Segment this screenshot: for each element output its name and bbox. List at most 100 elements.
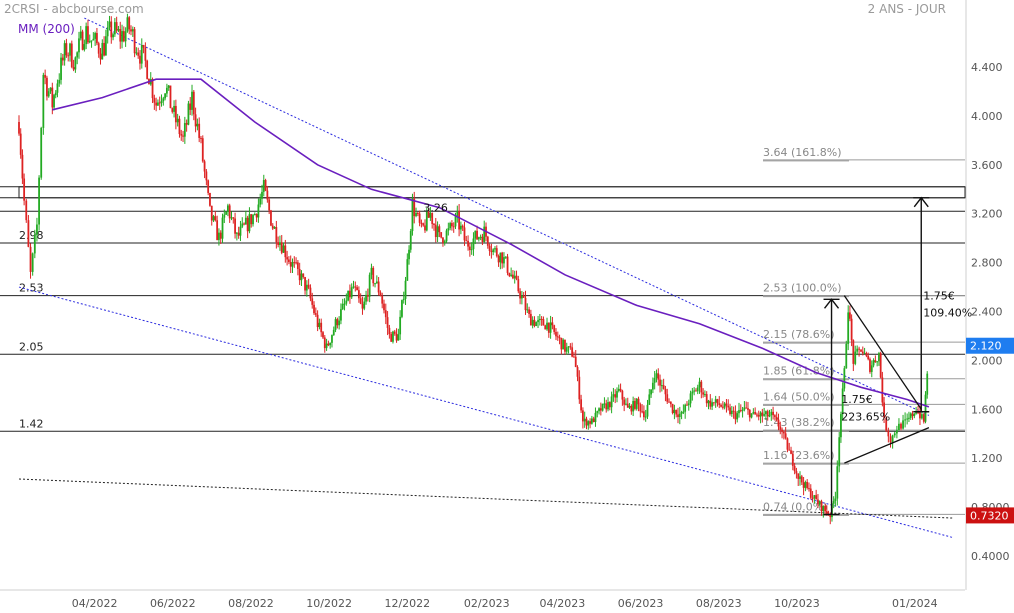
candle-body xyxy=(657,373,660,380)
candle-body xyxy=(815,495,818,500)
candle-body xyxy=(765,411,767,415)
candle-body xyxy=(736,413,739,420)
candle-body xyxy=(366,294,369,297)
x-tick-label: 04/2023 xyxy=(540,597,586,610)
candle-body xyxy=(885,417,888,431)
candle-body xyxy=(617,388,620,392)
y-tick-label: 4.400 xyxy=(971,61,1003,74)
last-price-badge xyxy=(966,337,1014,354)
candle-body xyxy=(309,287,312,299)
candle-body xyxy=(210,205,213,221)
candle-body xyxy=(140,45,143,64)
candle-body xyxy=(40,127,43,178)
candle-body xyxy=(687,403,690,406)
candle-body xyxy=(900,423,902,429)
candle-body xyxy=(338,320,341,326)
candle-body xyxy=(440,232,443,238)
candle-body xyxy=(234,218,236,234)
candle-body xyxy=(53,95,55,108)
candle-body xyxy=(808,488,810,490)
candle-body xyxy=(682,411,685,413)
candle-body xyxy=(164,93,167,99)
candle-body xyxy=(183,123,186,137)
candle-body xyxy=(596,411,599,413)
candle-body xyxy=(266,190,269,200)
candle-body xyxy=(669,401,672,405)
candle-body xyxy=(832,500,835,504)
candle-body xyxy=(836,466,839,499)
candle-body xyxy=(887,430,890,437)
candle-body xyxy=(368,274,371,297)
annotation-label: 1.75€ xyxy=(923,289,955,302)
candle-body xyxy=(582,410,584,422)
candle-body xyxy=(271,225,274,229)
candle-body xyxy=(451,223,453,227)
candle-body xyxy=(416,212,419,214)
candle-body xyxy=(158,102,161,104)
x-tick-label: 01/2024 xyxy=(892,597,938,610)
candle-body xyxy=(547,322,550,333)
candle-body xyxy=(99,53,102,60)
candle-body xyxy=(139,55,141,64)
candle-body xyxy=(655,373,658,379)
annotations: 3.26 1.75€ 223.65% 1.75€ 109.40% xyxy=(423,201,972,423)
candle-body xyxy=(69,43,71,56)
candle-body xyxy=(411,198,414,232)
candle-body xyxy=(320,322,323,333)
candle-body xyxy=(678,413,681,418)
candle-body xyxy=(712,402,715,404)
candle-body xyxy=(436,226,439,238)
candle-body xyxy=(714,399,717,403)
candle-body xyxy=(343,303,346,305)
candle-body xyxy=(187,103,190,125)
candle-body xyxy=(404,280,407,299)
candle-body xyxy=(503,257,505,264)
candle-body xyxy=(793,465,796,472)
fib-label: 1.16 (23.6%) xyxy=(763,449,835,462)
candle-body xyxy=(675,409,678,415)
candle-body xyxy=(452,226,455,228)
candlesticks xyxy=(18,13,929,525)
candle-body xyxy=(18,122,20,134)
candle-body xyxy=(198,123,201,138)
candle-body xyxy=(155,102,158,106)
candle-body xyxy=(668,401,670,403)
separator: - xyxy=(43,2,52,16)
candle-body xyxy=(92,38,95,41)
candle-body xyxy=(307,284,310,288)
candle-body xyxy=(295,262,297,264)
low-price-label: 0.7320 xyxy=(970,509,1009,522)
candle-body xyxy=(745,407,748,409)
candle-body xyxy=(119,29,122,42)
candle-body xyxy=(252,215,254,225)
candle-body xyxy=(101,42,104,60)
candle-body xyxy=(895,430,898,434)
candle-body xyxy=(142,45,145,48)
candle-body xyxy=(137,52,140,56)
candle-body xyxy=(227,205,229,212)
candle-body xyxy=(542,319,545,326)
candle-body xyxy=(772,411,774,416)
candle-body xyxy=(331,335,333,343)
candle-body xyxy=(820,501,823,512)
candle-body xyxy=(495,248,498,257)
candle-body xyxy=(169,85,172,109)
candle-body xyxy=(19,133,22,155)
candle-body xyxy=(104,36,107,56)
candle-body xyxy=(818,501,821,505)
candle-body xyxy=(506,256,509,273)
candle-body xyxy=(225,211,228,215)
candle-body xyxy=(544,325,547,330)
candle-body xyxy=(162,98,165,102)
candle-body xyxy=(729,407,731,415)
candle-body xyxy=(408,249,410,260)
candle-body xyxy=(449,223,452,229)
candle-body xyxy=(49,87,52,92)
candle-body xyxy=(174,105,177,123)
candle-body xyxy=(623,399,626,405)
candle-body xyxy=(302,273,305,278)
candle-body xyxy=(361,303,364,309)
candle-body xyxy=(893,433,896,436)
candle-body xyxy=(424,225,426,231)
candle-body xyxy=(157,102,159,106)
